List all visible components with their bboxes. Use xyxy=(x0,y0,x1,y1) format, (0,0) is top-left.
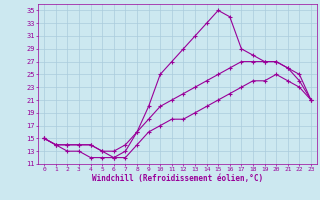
X-axis label: Windchill (Refroidissement éolien,°C): Windchill (Refroidissement éolien,°C) xyxy=(92,174,263,183)
